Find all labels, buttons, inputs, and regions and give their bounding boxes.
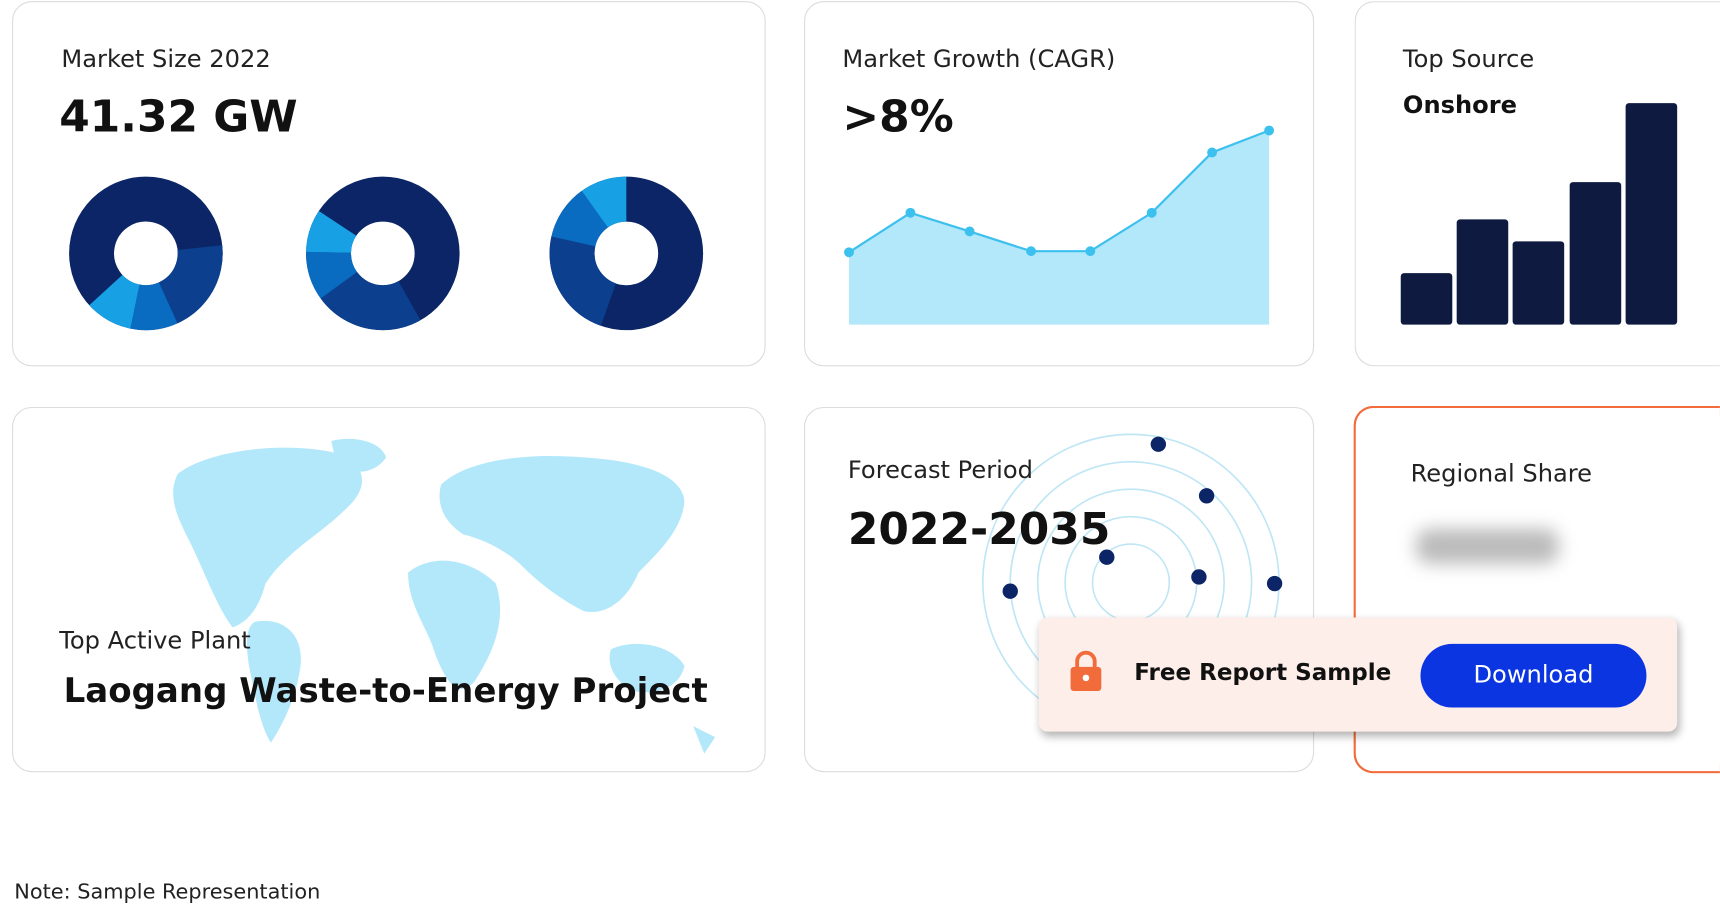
card-label: Top Active Plant bbox=[59, 627, 251, 655]
card-label: Forecast Period bbox=[847, 457, 1033, 485]
world-map bbox=[173, 438, 716, 754]
card-value: Laogang Waste-to-Energy Project bbox=[63, 671, 708, 711]
lock-icon bbox=[1070, 650, 1102, 692]
note: Note: Sample Representation bbox=[14, 879, 321, 904]
cta-text: Free Report Sample bbox=[1134, 659, 1392, 686]
cta-banner: Free Report Sample Download bbox=[1038, 617, 1678, 732]
card-label: Market Size 2022 bbox=[61, 46, 271, 74]
blurred-value bbox=[1416, 528, 1559, 564]
card-value: >8% bbox=[842, 92, 954, 143]
sparkline bbox=[844, 125, 1275, 325]
card-plant: Top Active Plant Laogang Waste-to-Energy… bbox=[12, 406, 766, 773]
download-button[interactable]: Download bbox=[1420, 643, 1647, 708]
card-value: 41.32 GW bbox=[59, 92, 298, 143]
bar-graphic bbox=[1400, 103, 1678, 325]
card-growth: Market Growth (CAGR) >8% bbox=[804, 1, 1315, 367]
card-value: Onshore bbox=[1402, 92, 1518, 120]
card-label: Top Source bbox=[1402, 46, 1535, 74]
card-market-size: Market Size 2022 41.32 GW bbox=[12, 1, 766, 367]
donuts bbox=[69, 176, 704, 331]
card-value: 2022-2035 bbox=[847, 504, 1111, 556]
card-label: Market Growth (CAGR) bbox=[842, 46, 1116, 74]
card-label: Regional Share bbox=[1410, 460, 1593, 489]
card-top-source: Top Source Onshore bbox=[1354, 1, 1720, 367]
